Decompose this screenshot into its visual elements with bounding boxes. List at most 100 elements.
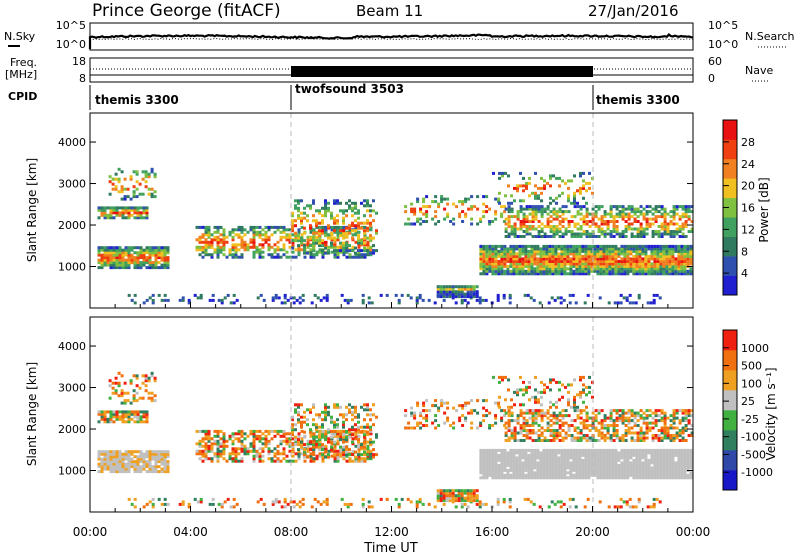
velocity-cell — [345, 453, 348, 457]
power-cell — [581, 254, 585, 258]
power-cell — [488, 247, 492, 251]
velocity-cell — [198, 449, 202, 453]
velocity-cell — [330, 442, 334, 446]
velocity-cell — [644, 456, 648, 460]
velocity-cell — [282, 452, 286, 456]
power-cell — [367, 296, 371, 300]
velocity-cell — [581, 476, 585, 480]
power-cell — [662, 257, 666, 261]
power-cell — [605, 254, 609, 258]
velocity-cell — [312, 437, 316, 441]
power-cell — [273, 248, 277, 252]
velocity-cell — [363, 425, 366, 429]
power-cell — [653, 244, 657, 248]
velocity-cell — [623, 451, 627, 455]
velocity-cell — [552, 439, 556, 442]
velocity-cell — [579, 416, 583, 420]
power-cell — [163, 266, 167, 270]
power-cell — [488, 267, 492, 271]
power-cell — [620, 257, 624, 261]
power-cell — [491, 249, 495, 253]
velocity-cell — [336, 453, 339, 457]
power-cell — [596, 262, 600, 266]
power-cell — [564, 205, 568, 209]
power-cell — [497, 244, 501, 248]
velocity-cell — [312, 450, 315, 454]
velocity-cell — [479, 448, 483, 452]
power-cell — [581, 257, 585, 261]
velocity-cell — [524, 453, 528, 457]
velocity-cell — [318, 435, 321, 439]
power-cell — [234, 233, 238, 237]
velocity-cell — [597, 429, 601, 432]
power-cell — [663, 230, 667, 233]
power-cell — [150, 170, 154, 174]
power-cell — [542, 264, 546, 268]
power-cell — [464, 197, 468, 201]
power-cell — [536, 257, 540, 261]
power-cell — [627, 222, 631, 226]
power-cell — [635, 247, 639, 251]
velocity-cell — [557, 468, 561, 472]
power-cell — [542, 272, 546, 276]
power-cell — [112, 248, 116, 252]
velocity-cell — [612, 421, 616, 425]
velocity-cell — [437, 409, 441, 413]
velocity-cell — [273, 454, 277, 458]
power-cell — [599, 264, 603, 268]
power-cell — [572, 264, 576, 268]
velocity-cell — [647, 458, 651, 462]
velocity-cell — [210, 459, 214, 463]
power-cell — [112, 208, 116, 212]
power-cell — [451, 285, 455, 289]
power-cell — [439, 290, 443, 294]
power-cell — [115, 213, 119, 217]
velocity-cell — [213, 452, 217, 456]
power-cell — [327, 233, 331, 237]
power-cell — [668, 272, 672, 276]
velocity-cell — [549, 429, 553, 432]
power-cell — [261, 255, 265, 259]
velocity-cell — [539, 463, 543, 467]
velocity-cell — [611, 468, 615, 472]
power-cell — [573, 225, 577, 228]
power-cell — [434, 222, 438, 226]
velocity-cell — [369, 449, 373, 453]
velocity-cell — [644, 453, 648, 457]
power-cell — [451, 290, 455, 294]
power-cell — [425, 205, 429, 209]
velocity-cell — [306, 449, 310, 453]
power-cell — [561, 212, 565, 216]
velocity-cell — [330, 449, 334, 453]
power-cell — [599, 262, 603, 266]
velocity-cell — [560, 458, 564, 462]
velocity-cell — [360, 447, 364, 451]
power-cell — [324, 214, 327, 218]
power-cell — [507, 220, 511, 223]
power-cell — [506, 264, 510, 268]
power-cell — [309, 206, 312, 210]
power-cell — [106, 248, 110, 252]
power-cell — [298, 301, 302, 305]
power-cell — [503, 252, 507, 256]
power-cell — [132, 195, 136, 199]
velocity-cell — [602, 448, 606, 452]
power-cell — [252, 228, 256, 232]
power-cell — [476, 222, 480, 226]
power-cell — [454, 301, 458, 305]
power-cell — [109, 208, 113, 212]
velocity-cell — [606, 424, 610, 427]
velocity-cell — [479, 421, 483, 425]
velocity-cell — [136, 415, 140, 419]
power-cell — [497, 262, 501, 266]
velocity-cell — [115, 465, 119, 469]
velocity-cell — [668, 471, 672, 475]
power-cell — [617, 254, 621, 258]
velocity-cell — [513, 436, 517, 440]
power-cell — [531, 227, 535, 231]
velocity-cell — [671, 453, 675, 457]
power-cell — [549, 184, 552, 188]
power-cell — [584, 267, 588, 271]
power-cell — [654, 220, 658, 223]
velocity-cell — [506, 463, 510, 467]
